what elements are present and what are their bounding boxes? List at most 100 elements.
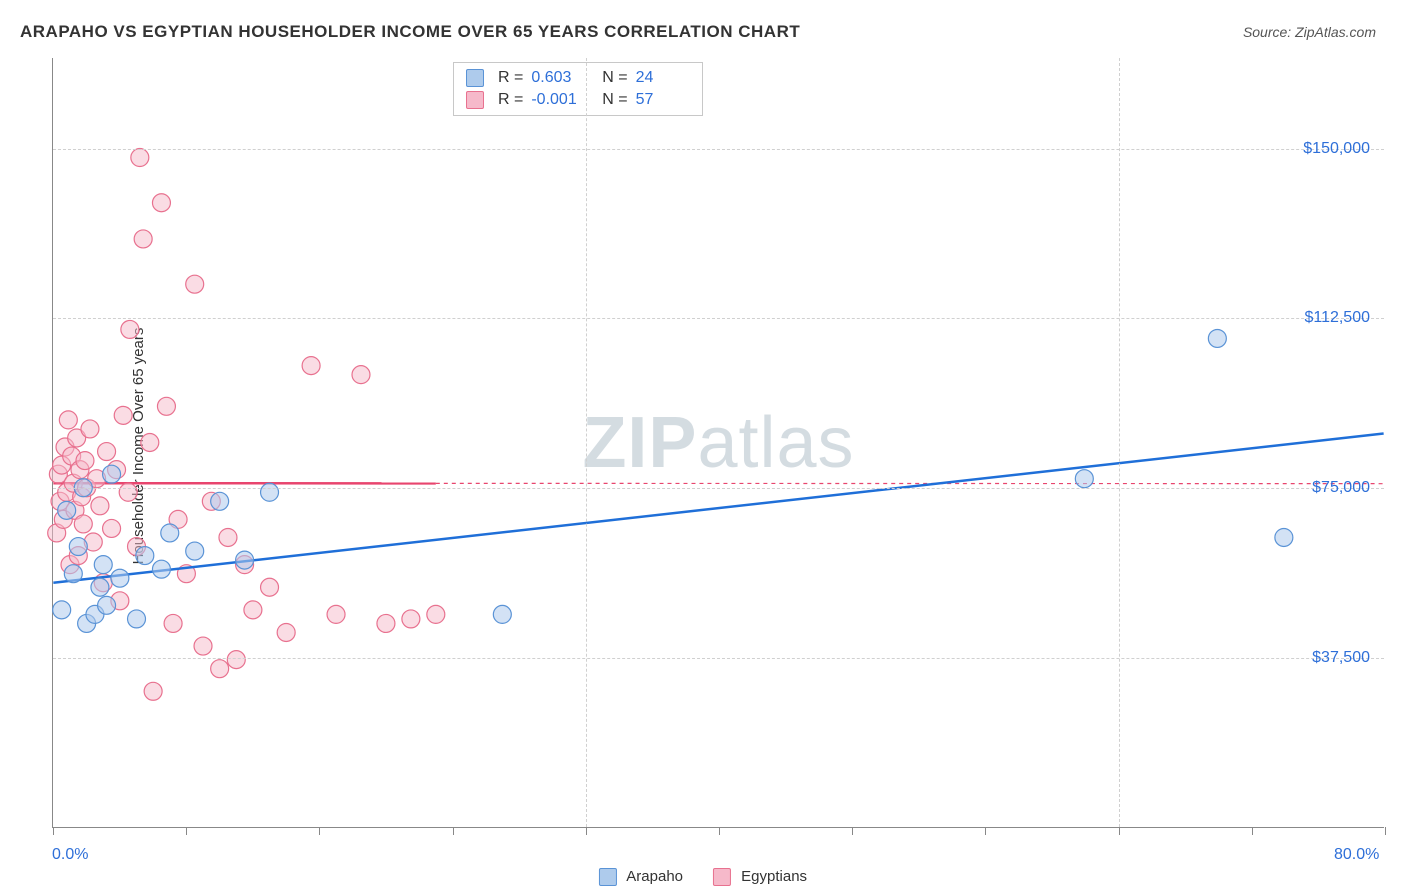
- data-point-egyptians: [194, 637, 212, 655]
- data-point-egyptians: [98, 443, 116, 461]
- data-point-egyptians: [121, 320, 139, 338]
- x-tick-mark: [719, 827, 720, 835]
- correlation-stats-box: R = 0.603 N = 24 R = -0.001 N = 57: [453, 62, 703, 116]
- data-point-egyptians: [277, 623, 295, 641]
- stats-swatch-egyptians: [466, 91, 484, 109]
- data-point-egyptians: [164, 614, 182, 632]
- data-point-egyptians: [427, 605, 445, 623]
- data-point-egyptians: [157, 397, 175, 415]
- data-point-arapaho: [236, 551, 254, 569]
- x-min-label: 0.0%: [52, 846, 88, 864]
- data-point-arapaho: [111, 569, 129, 587]
- legend-bottom: Arapaho Egyptians: [599, 868, 807, 886]
- r-label: R =: [498, 91, 523, 109]
- data-point-arapaho: [64, 565, 82, 583]
- gridline-h: [53, 149, 1384, 150]
- data-point-arapaho: [1075, 470, 1093, 488]
- data-point-egyptians: [352, 366, 370, 384]
- data-point-egyptians: [114, 406, 132, 424]
- legend-swatch-egyptians: [713, 868, 731, 886]
- legend-item-arapaho: Arapaho: [599, 868, 683, 886]
- data-point-arapaho: [128, 610, 146, 628]
- gridline-h: [53, 488, 1384, 489]
- data-point-arapaho: [94, 556, 112, 574]
- data-point-egyptians: [74, 515, 92, 533]
- x-max-label: 80.0%: [1334, 846, 1379, 864]
- y-tick-label: $75,000: [1312, 479, 1370, 497]
- data-point-egyptians: [152, 194, 170, 212]
- data-point-egyptians: [402, 610, 420, 628]
- data-point-egyptians: [302, 357, 320, 375]
- data-point-arapaho: [211, 492, 229, 510]
- data-point-arapaho: [493, 605, 511, 623]
- legend-label-arapaho: Arapaho: [626, 868, 683, 885]
- data-point-arapaho: [53, 601, 71, 619]
- data-point-arapaho: [152, 560, 170, 578]
- data-point-arapaho: [69, 538, 87, 556]
- x-tick-mark: [319, 827, 320, 835]
- chart-title: ARAPAHO VS EGYPTIAN HOUSEHOLDER INCOME O…: [20, 22, 800, 42]
- x-tick-mark: [985, 827, 986, 835]
- gridline-v: [586, 58, 587, 827]
- data-point-egyptians: [141, 434, 159, 452]
- data-point-arapaho: [186, 542, 204, 560]
- scatter-plot-svg: [53, 58, 1384, 827]
- chart-container: ARAPAHO VS EGYPTIAN HOUSEHOLDER INCOME O…: [0, 0, 1406, 892]
- data-point-arapaho: [1275, 529, 1293, 547]
- legend-item-egyptians: Egyptians: [713, 868, 807, 886]
- data-point-arapaho: [1208, 329, 1226, 347]
- data-point-egyptians: [327, 605, 345, 623]
- x-tick-mark: [1252, 827, 1253, 835]
- data-point-arapaho: [161, 524, 179, 542]
- x-tick-mark: [53, 827, 54, 835]
- data-point-egyptians: [186, 275, 204, 293]
- x-tick-mark: [453, 827, 454, 835]
- legend-label-egyptians: Egyptians: [741, 868, 807, 885]
- gridline-v: [1119, 58, 1120, 827]
- data-point-egyptians: [244, 601, 262, 619]
- y-tick-label: $37,500: [1312, 649, 1370, 667]
- r-value-egyptians: -0.001: [531, 91, 585, 109]
- stats-row-arapaho: R = 0.603 N = 24: [466, 67, 690, 89]
- x-tick-mark: [586, 827, 587, 835]
- chart-source: Source: ZipAtlas.com: [1243, 24, 1376, 40]
- data-point-arapaho: [91, 578, 109, 596]
- n-value-arapaho: 24: [636, 69, 690, 87]
- data-point-egyptians: [59, 411, 77, 429]
- data-point-arapaho: [136, 547, 154, 565]
- data-point-egyptians: [219, 529, 237, 547]
- data-point-arapaho: [103, 465, 121, 483]
- n-label: N =: [593, 91, 627, 109]
- n-label: N =: [593, 69, 627, 87]
- data-point-arapaho: [98, 596, 116, 614]
- y-tick-label: $150,000: [1303, 140, 1370, 158]
- x-tick-mark: [186, 827, 187, 835]
- x-tick-mark: [852, 827, 853, 835]
- y-tick-label: $112,500: [1304, 309, 1370, 327]
- data-point-egyptians: [211, 660, 229, 678]
- stats-swatch-arapaho: [466, 69, 484, 87]
- data-point-egyptians: [227, 651, 245, 669]
- gridline-h: [53, 318, 1384, 319]
- legend-swatch-arapaho: [599, 868, 617, 886]
- data-point-egyptians: [144, 682, 162, 700]
- plot-area: ZIPatlas R = 0.603 N = 24 R = -0.001 N =…: [52, 58, 1384, 828]
- gridline-h: [53, 658, 1384, 659]
- r-label: R =: [498, 69, 523, 87]
- data-point-egyptians: [103, 519, 121, 537]
- n-value-egyptians: 57: [636, 91, 690, 109]
- data-point-egyptians: [76, 452, 94, 470]
- data-point-egyptians: [377, 614, 395, 632]
- data-point-egyptians: [261, 578, 279, 596]
- x-tick-mark: [1119, 827, 1120, 835]
- data-point-egyptians: [81, 420, 99, 438]
- data-point-arapaho: [58, 501, 76, 519]
- data-point-egyptians: [131, 149, 149, 167]
- data-point-arapaho: [261, 483, 279, 501]
- data-point-egyptians: [91, 497, 109, 515]
- data-point-egyptians: [134, 230, 152, 248]
- r-value-arapaho: 0.603: [531, 69, 585, 87]
- stats-row-egyptians: R = -0.001 N = 57: [466, 89, 690, 111]
- x-tick-mark: [1385, 827, 1386, 835]
- data-point-egyptians: [119, 483, 137, 501]
